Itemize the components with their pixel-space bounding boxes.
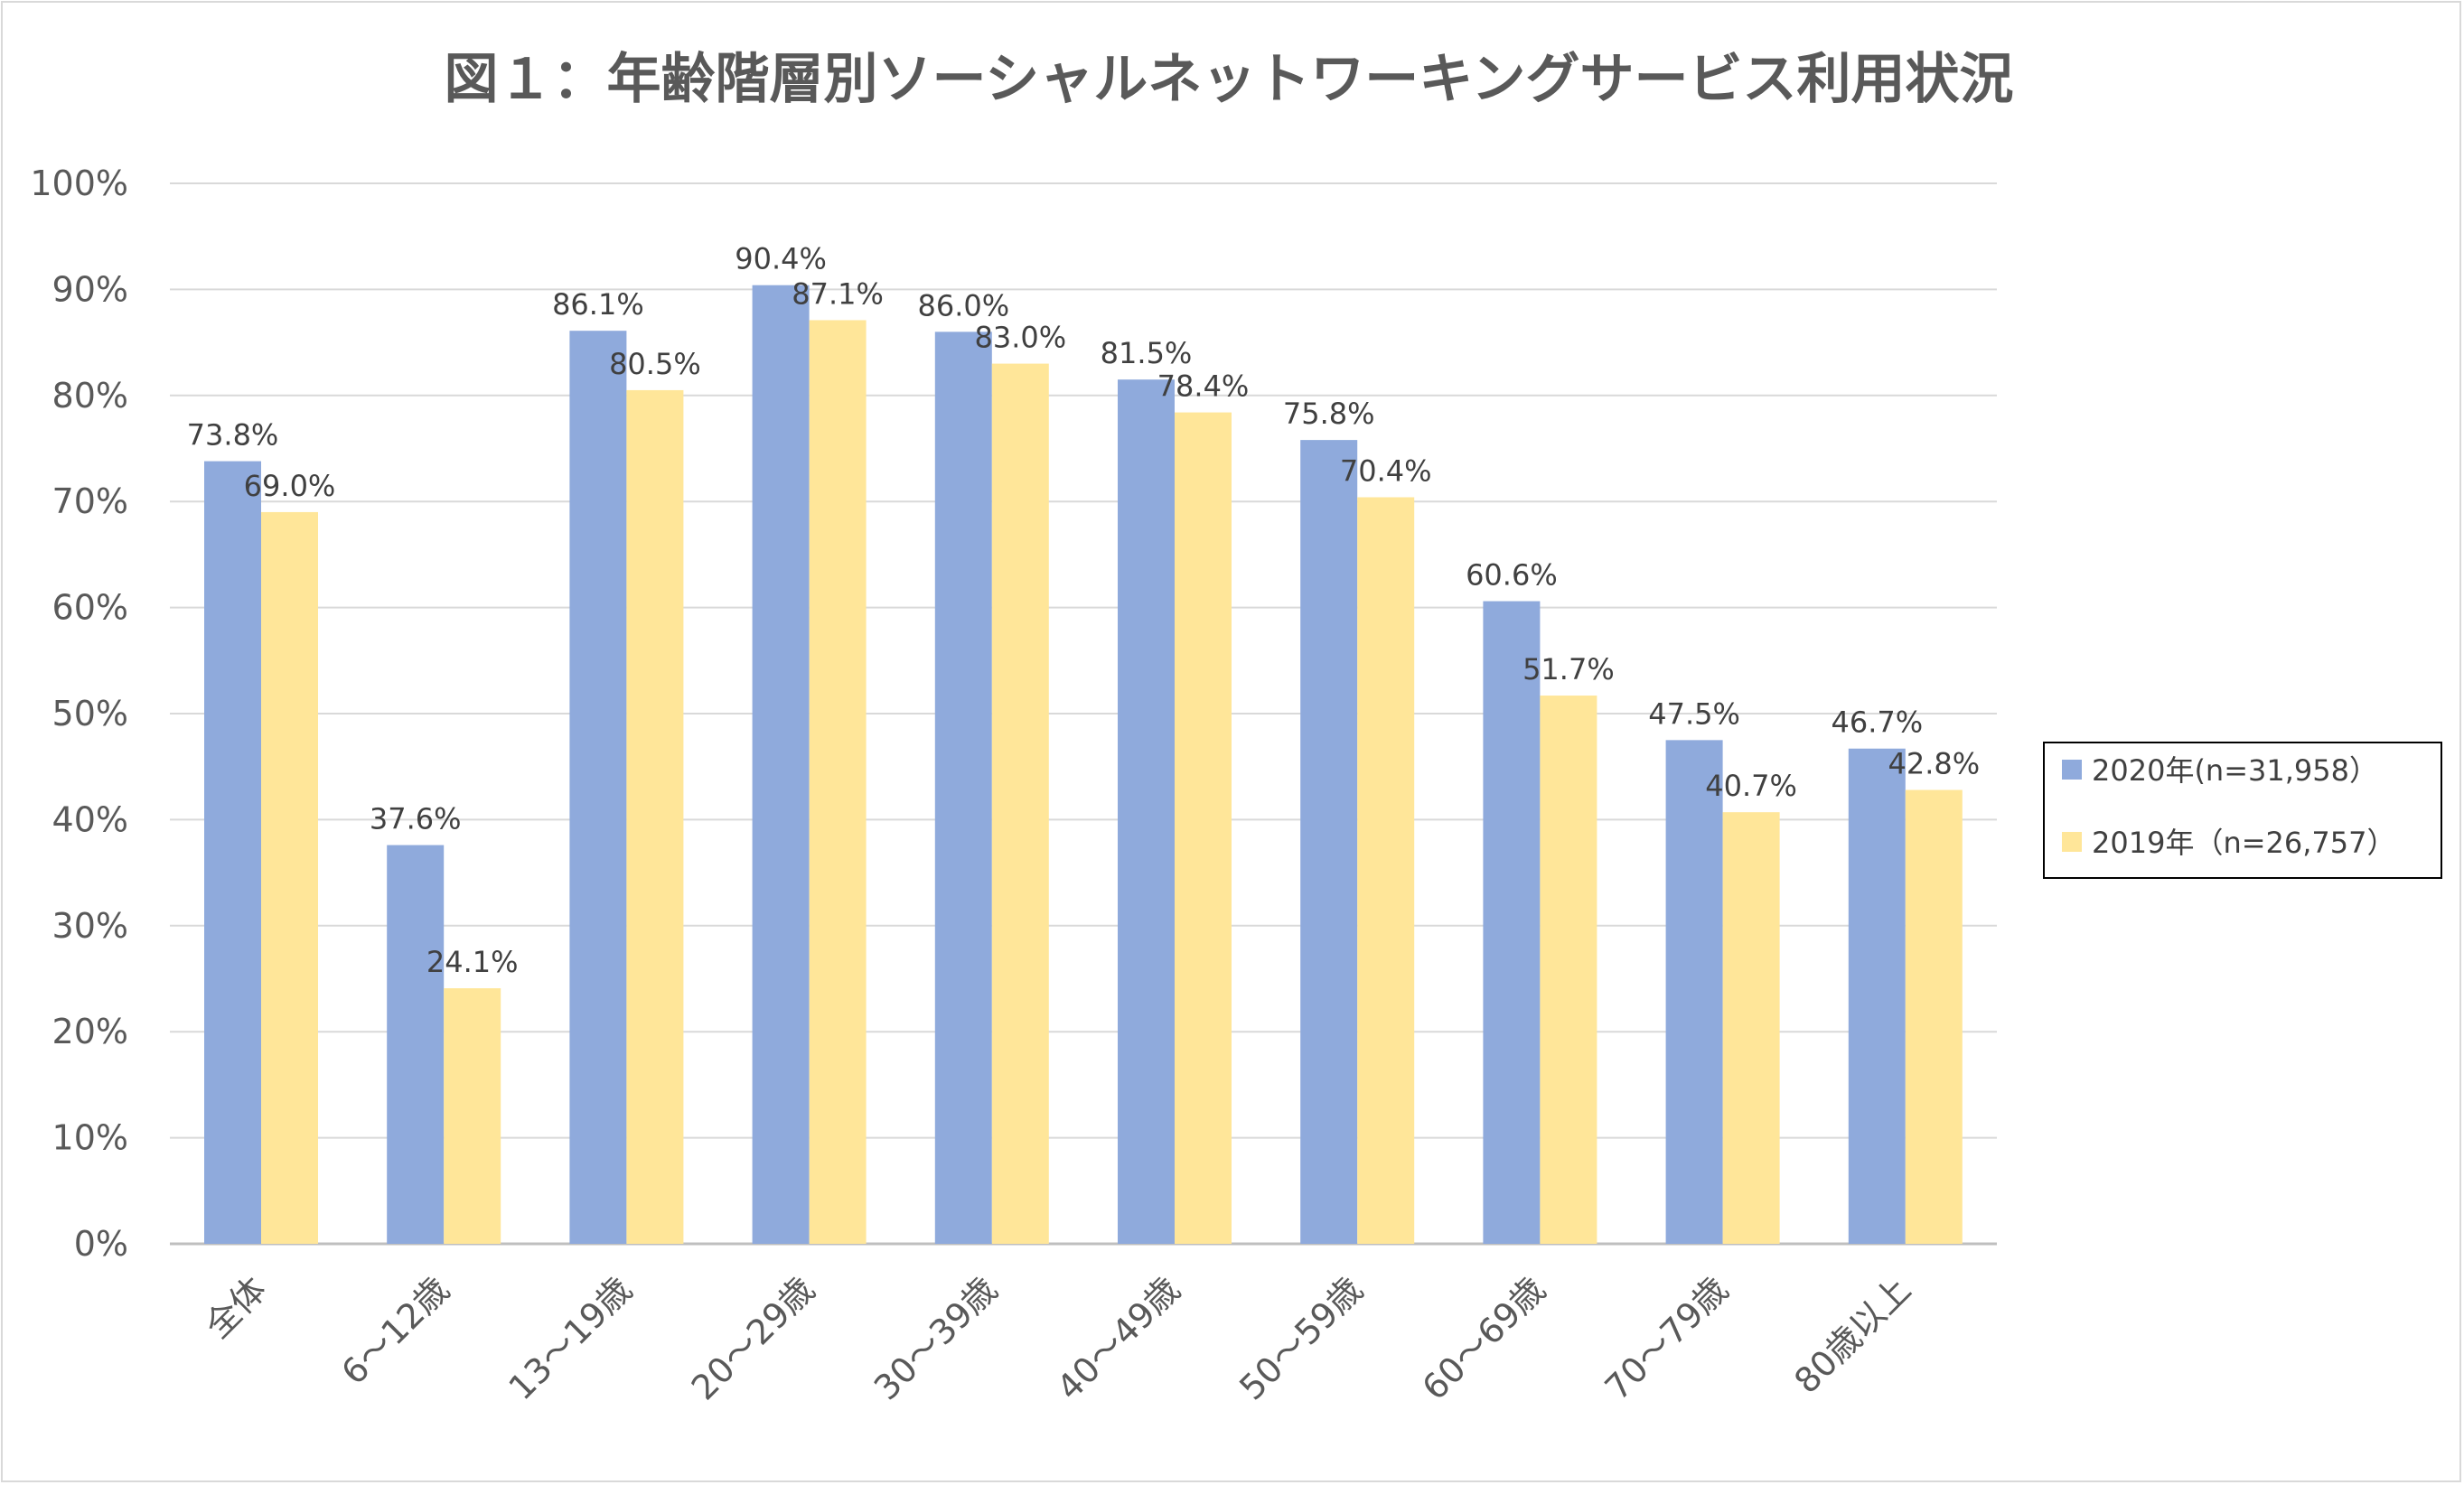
bar-2020 <box>934 332 992 1244</box>
x-category-label: 40～49歳 <box>1049 1269 1187 1407</box>
bar-2019 <box>626 389 684 1244</box>
y-tick-label: 100% <box>30 163 128 203</box>
bar-2020 <box>1300 440 1358 1244</box>
y-tick-label: 0% <box>74 1224 128 1264</box>
data-label: 40.7% <box>1705 769 1797 803</box>
y-tick-label: 90% <box>52 269 128 309</box>
x-category-label: 50～59歳 <box>1232 1269 1370 1407</box>
legend-swatch-2019 <box>2062 832 2082 852</box>
bar-2019 <box>809 320 867 1244</box>
bar-2020 <box>1665 740 1723 1244</box>
data-labels: 73.8% 37.6% 86.1% 90.4% 86.0% 81.5% 75.8% 60.6%… <box>187 242 1980 979</box>
data-label: 86.1% <box>552 287 644 322</box>
y-tick-label: 80% <box>52 376 128 416</box>
bar-2019 <box>444 988 501 1244</box>
y-tick-label: 20% <box>52 1012 128 1051</box>
data-label: 60.6% <box>1466 558 1558 593</box>
bar-2020 <box>387 845 445 1244</box>
data-label: 51.7% <box>1522 652 1615 686</box>
bar-2020 <box>1118 379 1175 1244</box>
y-tick-label: 50% <box>52 694 128 733</box>
data-label: 81.5% <box>1101 336 1193 370</box>
x-category-label: 6～12歳 <box>333 1269 456 1392</box>
legend-box <box>2043 742 2442 879</box>
data-label: 73.8% <box>187 418 279 453</box>
x-category-label: 80歳以上 <box>1786 1269 1918 1401</box>
data-label: 24.1% <box>426 945 519 979</box>
data-label: 70.4% <box>1340 454 1432 489</box>
bar-2019 <box>261 511 318 1244</box>
data-label: 42.8% <box>1888 747 1980 781</box>
y-axis-ticks: 0% 10% 20% 30% 40% 50% 60% 70% 80% 90% 100% <box>30 163 128 1264</box>
x-category-label: 60～69歳 <box>1415 1269 1553 1407</box>
data-label: 78.4% <box>1157 369 1250 404</box>
bar-2019 <box>1905 789 1963 1244</box>
data-label: 75.8% <box>1283 397 1375 431</box>
y-tick-label: 10% <box>52 1118 128 1158</box>
bar-2019 <box>1722 812 1780 1244</box>
x-category-label: 13～19歳 <box>501 1269 640 1407</box>
data-label: 47.5% <box>1648 696 1740 731</box>
data-label: 83.0% <box>974 321 1066 355</box>
bars <box>204 285 1963 1245</box>
data-label: 80.5% <box>609 347 701 381</box>
legend: 2020年(n=31,958） 2019年（n=26,757） <box>2043 742 2442 879</box>
data-label: 37.6% <box>370 802 462 836</box>
legend-swatch-2020 <box>2062 760 2082 780</box>
legend-label-2020: 2020年(n=31,958） <box>2092 753 2378 788</box>
chart-title: 図１：年齢階層別ソーシャルネットワーキングサービス利用状況 <box>445 48 2014 111</box>
y-tick-label: 40% <box>52 799 128 839</box>
legend-label-2019: 2019年（n=26,757） <box>2092 826 2396 860</box>
data-label: 86.0% <box>917 288 1009 322</box>
bar-2020 <box>752 285 810 1245</box>
data-label: 90.4% <box>735 242 827 276</box>
bar-2020 <box>569 331 627 1244</box>
y-tick-label: 30% <box>52 906 128 946</box>
bar-2019 <box>1540 696 1597 1244</box>
bar-2020 <box>1848 748 1906 1244</box>
bar-2020 <box>1483 601 1541 1244</box>
y-tick-label: 70% <box>52 481 128 521</box>
data-label: 46.7% <box>1831 705 1923 740</box>
bar-2019 <box>1357 497 1415 1244</box>
x-axis-categories: 全体 6～12歳 13～19歳 20～29歳 30～39歳 40～49歳 50～59歳 60～… <box>198 1269 1919 1407</box>
bar-2019 <box>991 363 1049 1245</box>
x-category-label: 20～29歳 <box>684 1269 822 1407</box>
bar-2019 <box>1175 412 1232 1245</box>
x-category-label: 全体 <box>198 1269 275 1346</box>
data-label: 69.0% <box>244 469 336 503</box>
y-tick-label: 60% <box>52 588 128 628</box>
bar-2020 <box>204 461 261 1244</box>
x-category-label: 30～39歳 <box>867 1269 1005 1407</box>
x-category-label: 70～79歳 <box>1597 1269 1736 1407</box>
data-label: 87.1% <box>792 276 884 311</box>
